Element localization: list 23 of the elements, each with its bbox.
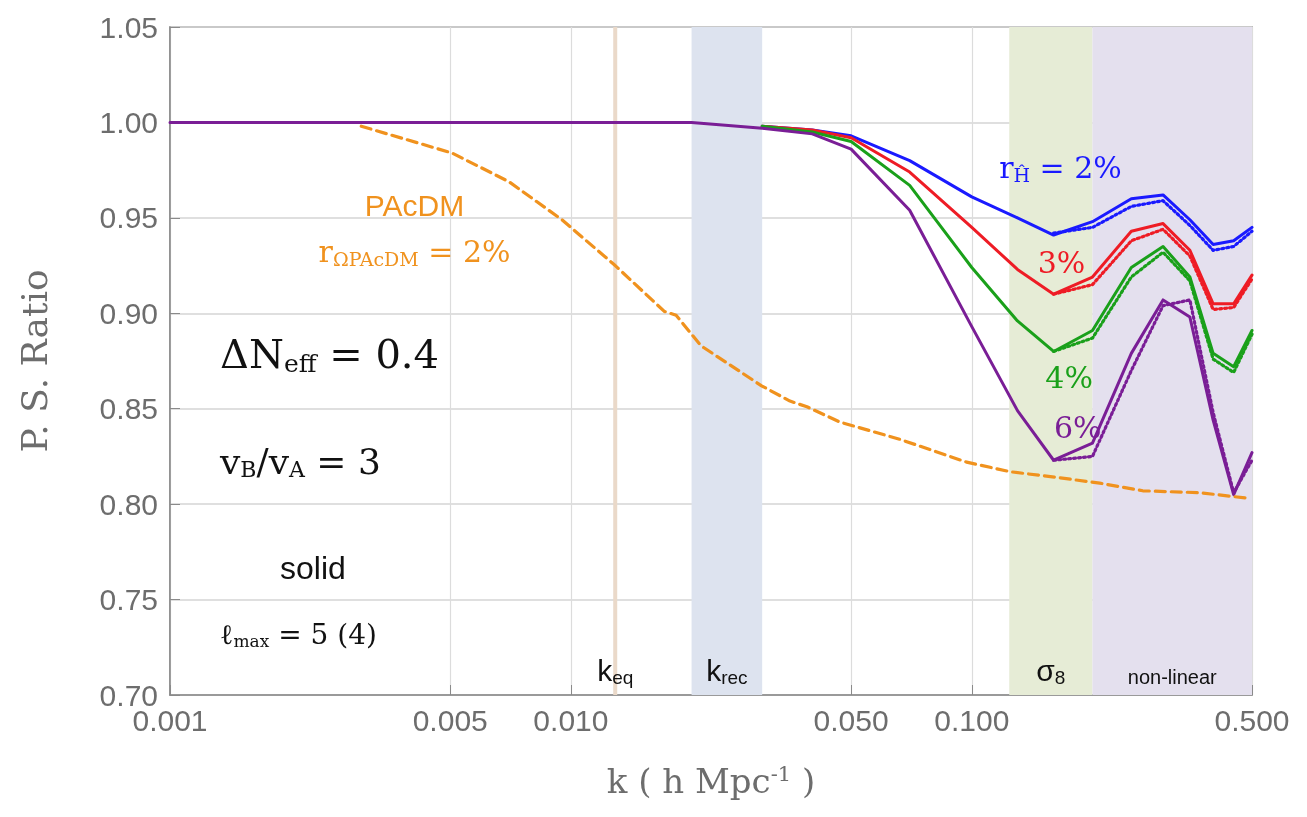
y-tick-label: 1.00 bbox=[99, 105, 158, 139]
x-tick-label: 0.050 bbox=[813, 703, 889, 737]
y-tick-label: 1.05 bbox=[99, 10, 158, 44]
y-tick-label: 0.75 bbox=[99, 583, 158, 617]
y-tick-label: 0.95 bbox=[99, 201, 158, 235]
series-label: rĤ = 2% bbox=[999, 150, 1122, 186]
y-tick-label: 0.90 bbox=[99, 296, 158, 330]
x-tick-label: 0.500 bbox=[1214, 703, 1290, 737]
x-tick-label: 0.005 bbox=[412, 703, 488, 737]
x-tick-label: 0.100 bbox=[934, 703, 1010, 737]
series-label: 4% bbox=[1045, 360, 1093, 396]
annotation: ΔNeff = 0.4 bbox=[220, 331, 440, 378]
series-label: PAcDM rΩPAcDM = 2% bbox=[318, 189, 511, 270]
y-tick-label: 0.85 bbox=[99, 392, 158, 426]
x-tick-label: 0.010 bbox=[533, 703, 609, 737]
annotation: solid bbox=[280, 550, 346, 587]
y-axis-title: P. S. Ratio bbox=[13, 269, 55, 453]
annotation: ℓmax = 5 (4) bbox=[220, 618, 377, 652]
band-label: non-linear bbox=[1127, 666, 1218, 688]
y-tick-label: 0.80 bbox=[99, 487, 158, 521]
series-label: 3% bbox=[1037, 245, 1086, 281]
annotation: vB/vA = 3 bbox=[219, 440, 381, 482]
series-label: 6% bbox=[1054, 410, 1102, 446]
